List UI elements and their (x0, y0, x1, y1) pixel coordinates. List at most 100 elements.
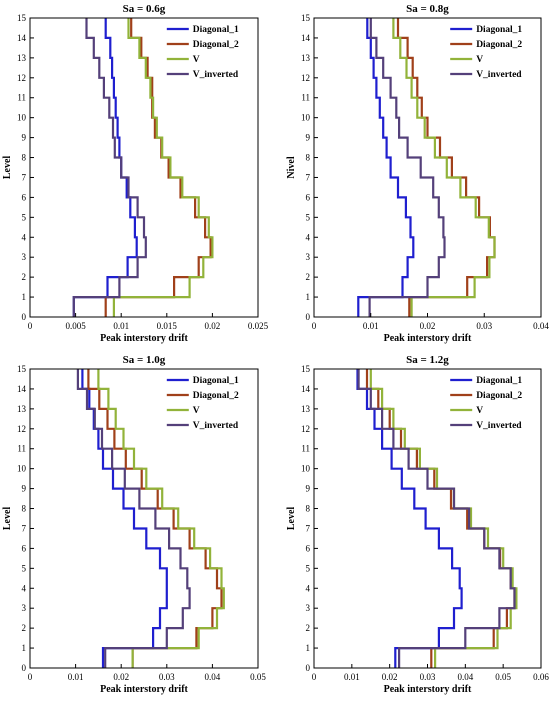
chart-panel-3: Sa = 1.0g0 0.01 0.02 0.03 0.04 0.050123456789… (2, 354, 266, 695)
y-tick-label: 6 (306, 192, 311, 202)
y-tick-label: 12 (17, 73, 26, 83)
x-tick-label: 0.02 (113, 672, 129, 682)
y-tick-label: 7 (22, 523, 27, 533)
x-tick-label: 0.03 (476, 321, 492, 331)
x-tick-label: 0.04 (457, 672, 473, 682)
y-tick-label: 12 (301, 73, 310, 83)
y-tick-label: 7 (306, 523, 311, 533)
legend-label: Diagonal_2 (193, 40, 239, 50)
y-tick-label: 8 (22, 504, 27, 514)
y-tick-label: 11 (301, 93, 310, 103)
x-tick-label: 0 (28, 672, 33, 682)
y-tick-label: 6 (22, 192, 27, 202)
y-tick-label: 8 (22, 153, 27, 163)
y-tick-label: 14 (301, 33, 311, 43)
x-tick-label: 0 (312, 321, 317, 331)
x-axis-label: Peak interstory drift (384, 333, 472, 344)
legend-label: Diagonal_2 (476, 391, 522, 401)
y-tick-label: 1 (22, 292, 27, 302)
y-tick-label: 9 (22, 484, 27, 494)
series-line-v-inverted (76, 369, 191, 668)
legend-label: Diagonal_2 (193, 391, 239, 401)
y-tick-label: 2 (306, 623, 311, 633)
x-tick-label: 0.03 (420, 672, 436, 682)
y-tick-label: 13 (17, 404, 27, 414)
x-tick-label: 0.02 (382, 672, 398, 682)
x-tick-label: 0.04 (533, 321, 549, 331)
legend-label: Diagonal_1 (476, 376, 522, 386)
y-tick-label: 0 (22, 663, 27, 673)
series-line-v (369, 369, 518, 668)
y-tick-label: 6 (306, 543, 311, 553)
chart-title: Sa = 0.8g (406, 3, 449, 15)
x-tick-label: 0 (312, 672, 317, 682)
y-tick-label: 10 (17, 464, 27, 474)
legend-label: V_inverted (193, 421, 239, 431)
x-tick-label: 0.03 (159, 672, 175, 682)
legend-label: V (476, 406, 483, 416)
chart-panel-1: Sa = 0.6g0 0.005 0.01 0.015 0.02 0.0250123456… (2, 3, 269, 344)
x-tick-label: 0.06 (533, 672, 549, 682)
y-tick-label: 1 (306, 643, 311, 653)
legend: Diagonal_1 Diagonal_2 V V_inverted (450, 376, 522, 431)
y-tick-label: 13 (301, 404, 311, 414)
x-tick-label: 0.01 (363, 321, 379, 331)
y-tick-label: 10 (301, 464, 311, 474)
series-line-diagonal-1 (357, 18, 415, 317)
y-tick-label: 4 (22, 583, 27, 593)
series-line-v-inverted (357, 369, 516, 668)
y-tick-label: 9 (306, 484, 311, 494)
y-tick-label: 10 (17, 113, 27, 123)
legend: Diagonal_1 Diagonal_2 V V_inverted (450, 25, 522, 80)
y-axis-label: Level (2, 507, 13, 531)
y-tick-label: 13 (301, 53, 311, 63)
plot-area-frame (313, 17, 542, 318)
y-tick-label: 8 (306, 504, 311, 514)
chart-title: Sa = 1.0g (123, 354, 166, 366)
legend-label: V (193, 406, 200, 416)
legend-label: V_inverted (476, 70, 522, 80)
x-tick-label: 0.025 (248, 321, 269, 331)
legend: Diagonal_1 Diagonal_2 V V_inverted (166, 25, 239, 80)
y-tick-label: 13 (17, 53, 27, 63)
series-line-diagonal-2 (365, 369, 516, 668)
y-tick-label: 1 (22, 643, 27, 653)
legend-label: V_inverted (476, 421, 522, 431)
y-tick-label: 4 (22, 232, 27, 242)
x-tick-label: 0.015 (157, 321, 178, 331)
y-tick-label: 5 (22, 563, 27, 573)
y-tick-label: 9 (22, 133, 27, 143)
x-axis-label: Peak interstory drift (384, 684, 472, 695)
y-tick-label: 10 (301, 113, 311, 123)
legend-label: Diagonal_2 (476, 40, 522, 50)
y-tick-label: 2 (22, 272, 27, 282)
legend-label: V_inverted (193, 70, 239, 80)
y-tick-label: 15 (301, 364, 311, 374)
y-tick-label: 2 (306, 272, 311, 282)
y-tick-label: 15 (17, 13, 27, 23)
x-tick-label: 0.01 (68, 672, 84, 682)
legend: Diagonal_1 Diagonal_2 V V_inverted (166, 376, 239, 431)
y-tick-label: 14 (301, 384, 311, 394)
y-tick-label: 4 (306, 583, 311, 593)
y-tick-label: 6 (22, 543, 27, 553)
series-line-diagonal-2 (396, 18, 496, 317)
y-tick-label: 11 (17, 444, 26, 454)
y-tick-label: 11 (301, 444, 310, 454)
y-tick-label: 9 (306, 133, 311, 143)
series-line-diagonal-1 (356, 369, 463, 668)
plot-area-frame (29, 368, 259, 669)
y-tick-label: 14 (17, 33, 27, 43)
chart-panel-4: Sa = 1.2g0 0.01 0.02 0.03 0.04 0.05 0.06012345… (286, 354, 549, 695)
y-tick-label: 2 (22, 623, 27, 633)
series-line-diagonal-2 (87, 369, 223, 668)
legend-label: Diagonal_1 (476, 25, 522, 35)
y-tick-label: 7 (306, 172, 311, 182)
legend-label: Diagonal_1 (193, 376, 239, 386)
legend-label: V (193, 55, 200, 65)
x-tick-label: 0.01 (113, 321, 129, 331)
y-tick-label: 11 (17, 93, 26, 103)
y-tick-label: 0 (306, 312, 311, 322)
y-axis-label: Level (286, 507, 297, 531)
